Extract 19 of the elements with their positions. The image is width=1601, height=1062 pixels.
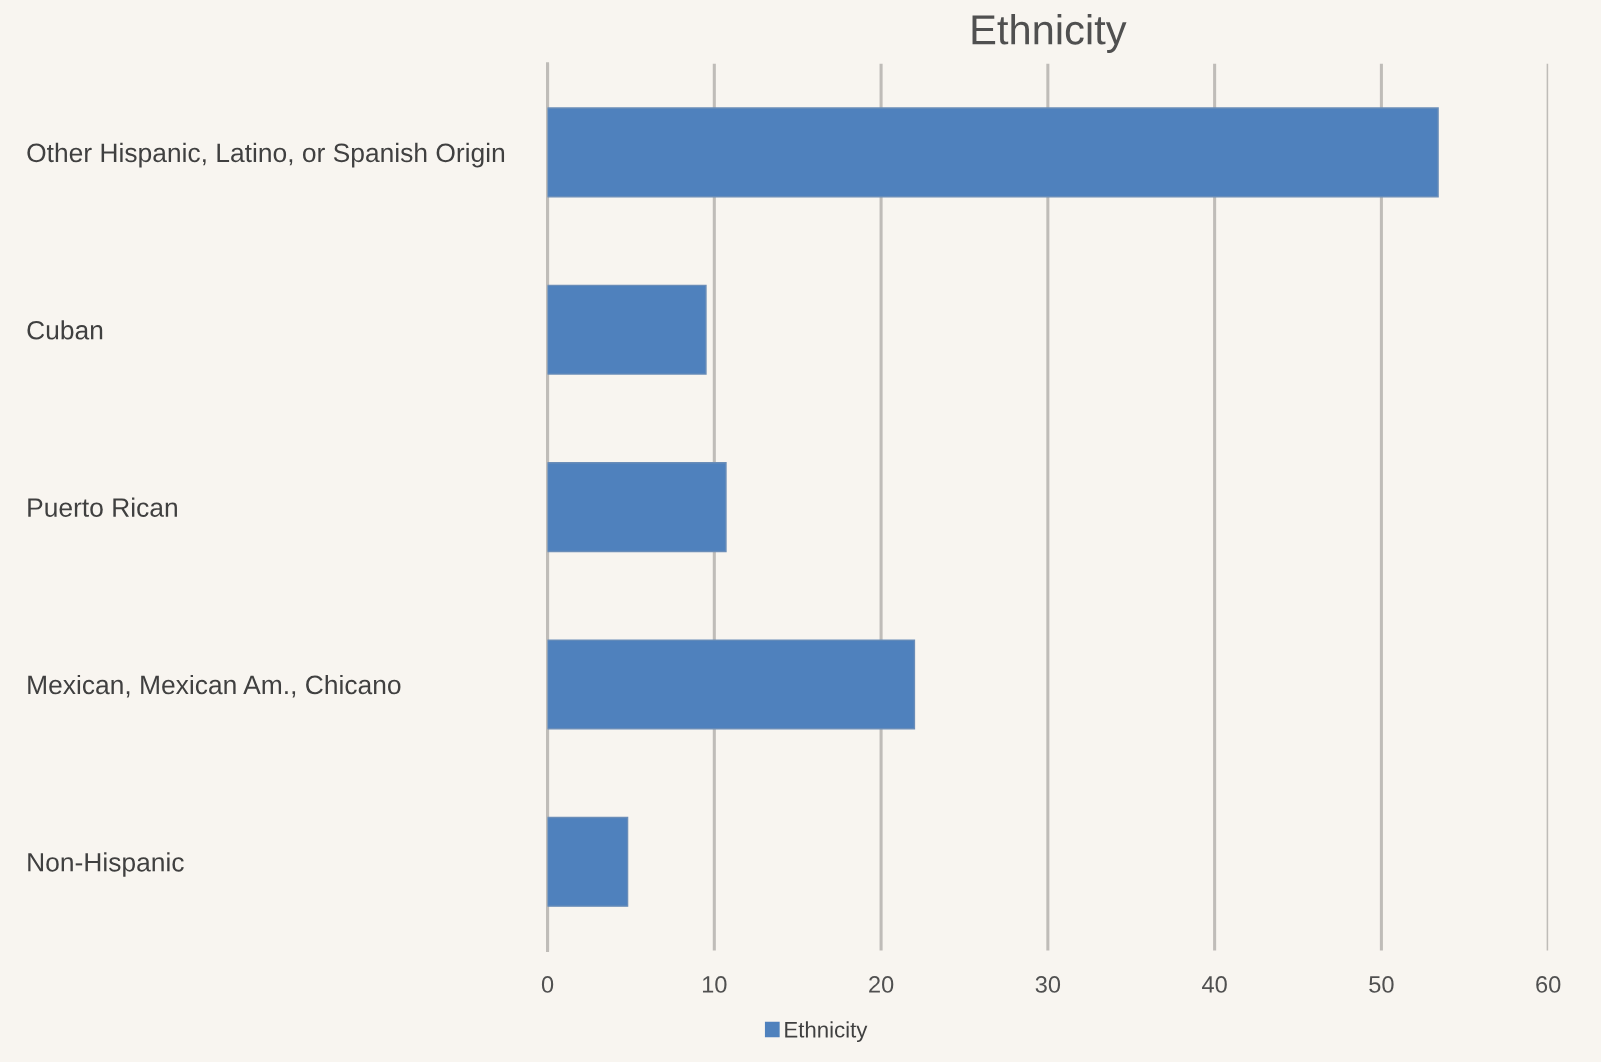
bar (547, 816, 629, 907)
x-tick-label: 50 (1369, 976, 1394, 993)
y-tick-label: Mexican, Mexican Am., Chicano (28, 674, 401, 698)
x-tick-label: 10 (702, 976, 727, 993)
x-tick-label: 60 (1536, 976, 1561, 993)
x-tick-label: 40 (1202, 976, 1227, 993)
bar (547, 639, 916, 730)
bar (547, 284, 707, 375)
y-tick-label: Non-Hispanic (28, 852, 184, 877)
y-tick-label: Cuban (27, 320, 103, 340)
bar (547, 107, 1439, 198)
x-tick-label: 20 (869, 976, 894, 993)
legend-label: Ethnicity (785, 1021, 868, 1042)
x-tick-label: 0 (541, 976, 554, 993)
chart-title: Ethnicity (972, 14, 1127, 53)
bar (547, 462, 727, 553)
y-tick-label: Puerto Rican (28, 497, 177, 517)
x-tick-label: 30 (1035, 976, 1061, 993)
y-tick-label: Other Hispanic, Latino, or Spanish Origin (27, 142, 505, 168)
